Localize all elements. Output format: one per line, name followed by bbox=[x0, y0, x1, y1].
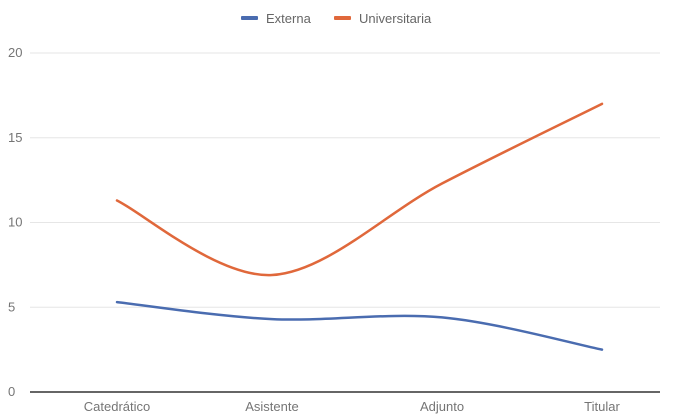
series-line-externa bbox=[115, 300, 604, 351]
x-tick-label: Adjunto bbox=[420, 399, 464, 414]
x-axis: Catedrático Asistente Adjunto Titular bbox=[84, 399, 621, 414]
y-axis: 0 5 10 15 20 bbox=[8, 45, 22, 399]
x-tick-label: Asistente bbox=[245, 399, 298, 414]
y-tick-label: 0 bbox=[8, 384, 15, 399]
x-tick-label: Catedrático bbox=[84, 399, 150, 414]
x-tick-label: Titular bbox=[584, 399, 620, 414]
y-tick-label: 20 bbox=[8, 45, 22, 60]
legend-swatch-universitaria bbox=[334, 16, 351, 20]
legend: Externa Universitaria bbox=[241, 11, 432, 26]
legend-swatch-externa bbox=[241, 16, 258, 20]
legend-label-universitaria: Universitaria bbox=[359, 11, 432, 26]
legend-label-externa: Externa bbox=[266, 11, 312, 26]
y-tick-label: 10 bbox=[8, 215, 22, 230]
y-tick-label: 15 bbox=[8, 130, 22, 145]
series-layer bbox=[115, 102, 604, 351]
y-tick-label: 5 bbox=[8, 299, 15, 314]
gridlines bbox=[30, 52, 660, 393]
series-line-universitaria bbox=[115, 102, 604, 277]
